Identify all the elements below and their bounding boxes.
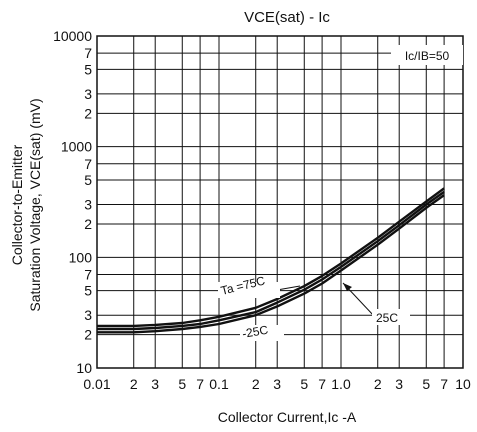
y-tick-label: 5 — [84, 283, 92, 299]
x-tick-label: 2 — [374, 376, 382, 392]
x-axis-label: Collector Current,Ic -A — [218, 409, 357, 425]
x-tick-label: 3 — [273, 376, 281, 392]
label-minus25c-bg — [240, 325, 284, 341]
x-tick-label: 0.1 — [209, 376, 229, 392]
plot-frame — [96, 35, 464, 369]
label-25c-bg — [372, 309, 410, 325]
y-tick-label: 10000 — [53, 28, 92, 44]
x-tick-labels: 0.01 2 3 5 7 0.1 2 3 5 7 1.0 2 3 5 7 10 — [83, 376, 471, 392]
x-tick-label: 3 — [395, 376, 403, 392]
x-tick-label: 3 — [151, 376, 159, 392]
label-75c-bg — [218, 282, 280, 298]
x-tick-label: 2 — [252, 376, 260, 392]
series-line-2 — [97, 194, 445, 334]
y-axis-label-line2: Saturation Voltage, VCE(sat) (mV) — [27, 98, 43, 311]
x-tick-label: 5 — [300, 376, 308, 392]
y-tick-label: 1000 — [61, 139, 92, 155]
series-annotations: Ta =75C 25C -25C — [218, 273, 410, 341]
label-25c: 25C — [376, 311, 398, 325]
x-tick-label: 2 — [130, 376, 138, 392]
condition-label: Ic/IB=50 — [405, 49, 450, 63]
condition-label-bg — [391, 45, 463, 65]
y-tick-label: 2 — [84, 105, 92, 121]
x-tick-label: 5 — [422, 376, 430, 392]
condition-label-box: Ic/IB=50 — [391, 45, 463, 65]
y-axis-label-line1: Collector-to-Emitter — [9, 144, 25, 265]
x-tick-label: 7 — [318, 376, 326, 392]
x-tick-label: 7 — [440, 376, 448, 392]
label-minus25c: -25C — [241, 323, 269, 341]
arrow-25c-head — [343, 283, 352, 291]
y-tick-label: 2 — [84, 327, 92, 343]
y-tick-label: 3 — [84, 307, 92, 323]
y-tick-label: 7 — [84, 266, 92, 282]
y-tick-label: 2 — [84, 216, 92, 232]
y-tick-label: 5 — [84, 61, 92, 77]
y-tick-label: 5 — [84, 172, 92, 188]
series-group — [97, 187, 445, 334]
chart-title: VCE(sat) - Ic — [244, 9, 330, 26]
y-tick-label: 3 — [84, 197, 92, 213]
x-tick-label: 10 — [455, 376, 471, 392]
y-tick-label: 3 — [84, 86, 92, 102]
x-tick-label: 0.01 — [83, 376, 110, 392]
series-line-0 — [97, 187, 445, 328]
y-tick-label: 7 — [84, 156, 92, 172]
y-tick-label: 100 — [69, 249, 93, 265]
y-tick-label: 10 — [76, 360, 92, 376]
series-line-1 — [97, 190, 445, 331]
y-tick-label: 7 — [84, 45, 92, 61]
x-tick-label: 1.0 — [331, 376, 351, 392]
x-tick-label: 5 — [178, 376, 186, 392]
arrow-75c-line — [276, 285, 301, 291]
x-tick-label: 7 — [196, 376, 204, 392]
